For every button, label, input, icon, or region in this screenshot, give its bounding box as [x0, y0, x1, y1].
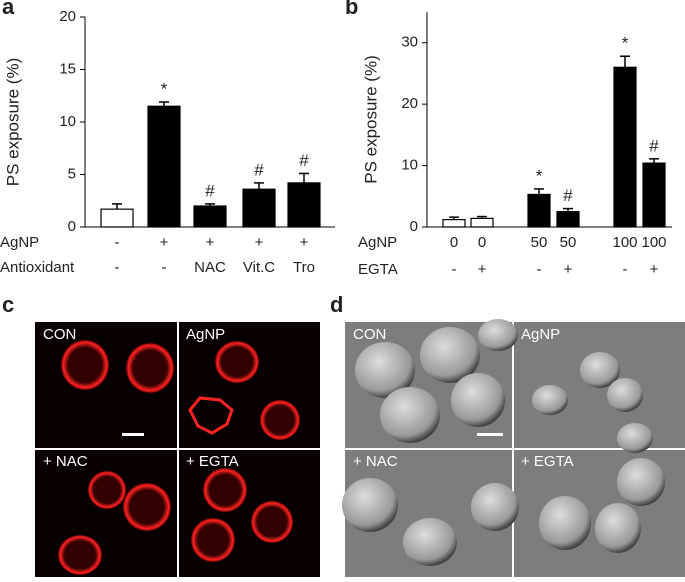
y-tick-label: 0 — [68, 218, 76, 235]
y-axis-title: PS exposure (%) — [3, 58, 22, 187]
x-row-name: AgNP — [358, 234, 397, 251]
x-row-label: NAC — [194, 259, 226, 276]
x-row-label: 100 — [641, 234, 666, 251]
y-axis-title: PS exposure (%) — [361, 55, 380, 184]
x-row-label: - — [115, 259, 120, 276]
x-row-label: - — [115, 234, 120, 251]
cells — [342, 319, 665, 566]
micrographs — [35, 319, 685, 577]
x-row-label: + — [300, 234, 309, 251]
y-tick-label: 0 — [410, 218, 418, 235]
x-row-label: Vit.C — [243, 259, 275, 276]
bar — [527, 193, 551, 228]
annotation: # — [563, 186, 573, 205]
x-row-name: Antioxidant — [0, 259, 75, 276]
bar — [642, 162, 666, 228]
x-row-label: + — [206, 234, 215, 251]
y-tick-label: 5 — [68, 165, 76, 182]
micrograph-label: + EGTA — [186, 453, 239, 470]
micrograph-label: AgNP — [186, 326, 225, 343]
bar — [193, 205, 227, 228]
bar — [556, 211, 580, 228]
annotation: * — [161, 80, 168, 99]
x-row-name: EGTA — [358, 261, 398, 278]
micrograph-label: + NAC — [353, 453, 398, 470]
x-row-label: Tro — [293, 259, 315, 276]
x-row-label: + — [478, 261, 487, 278]
annotation: # — [649, 136, 659, 155]
x-row-label: 50 — [560, 234, 577, 251]
y-tick-label: 10 — [401, 157, 418, 174]
y-tick-label: 30 — [401, 34, 418, 51]
bar — [100, 208, 134, 228]
cells — [58, 340, 300, 575]
annotation: * — [622, 34, 629, 53]
micrograph-label: + EGTA — [521, 453, 574, 470]
y-tick-label: 15 — [59, 60, 76, 77]
annotation: # — [254, 160, 264, 179]
x-row-label: + — [255, 234, 264, 251]
y-tick-label: 20 — [59, 8, 76, 25]
x-row-label: + — [564, 261, 573, 278]
annotation: * — [536, 166, 543, 185]
bar — [613, 66, 637, 228]
x-row-label: - — [623, 261, 628, 278]
micrograph-label: CON — [43, 326, 76, 343]
micrograph-label: CON — [353, 326, 386, 343]
panel-label: b — [345, 0, 358, 19]
annotation: # — [205, 181, 215, 200]
x-row-label: - — [162, 259, 167, 276]
bar — [442, 219, 466, 228]
x-row-label: + — [650, 261, 659, 278]
x-row-label: + — [160, 234, 169, 251]
panel-label: c — [2, 292, 14, 317]
x-row-label: 50 — [531, 234, 548, 251]
y-tick-label: 10 — [59, 113, 76, 130]
panel-label: d — [330, 292, 343, 317]
micrograph-label: AgNP — [521, 326, 560, 343]
bar — [242, 188, 276, 228]
x-row-label: - — [537, 261, 542, 278]
bar — [147, 105, 181, 228]
x-row-name: AgNP — [0, 234, 39, 251]
panel-label: a — [2, 0, 15, 19]
bar — [287, 182, 321, 228]
y-tick-label: 20 — [401, 95, 418, 112]
x-row-label: 100 — [612, 234, 637, 251]
x-row-label: 0 — [478, 234, 486, 251]
x-row-label: - — [452, 261, 457, 278]
bar — [470, 217, 494, 228]
annotation: # — [299, 151, 309, 170]
x-row-label: 0 — [450, 234, 458, 251]
micrograph-label: + NAC — [43, 453, 88, 470]
